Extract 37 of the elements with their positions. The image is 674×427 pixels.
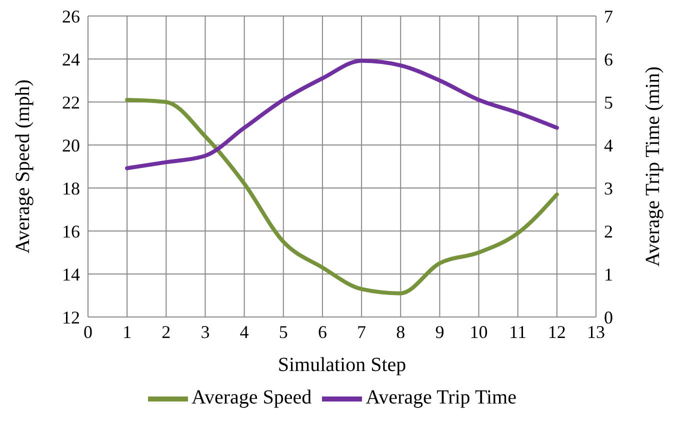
x-tick-label: 5 (278, 322, 288, 342)
y-tick-label: 16 (62, 221, 80, 242)
x-tick-label: 8 (396, 322, 406, 342)
y2-axis-title: Average Trip Time (min) (642, 66, 664, 267)
legend-label: Average Trip Time (366, 386, 516, 409)
y-axis-title: Average Speed (mph) (12, 79, 34, 254)
x-tick-label: 0 (84, 322, 92, 342)
x-tick-label: 2 (162, 322, 171, 342)
y2-tick-label: 6 (604, 49, 613, 70)
y2-tick-label: 0 (604, 307, 613, 328)
x-tick-label: 3 (200, 322, 210, 342)
y2-tick-label: 7 (604, 6, 613, 26)
x-tick-label: 9 (435, 322, 444, 342)
x-tick-label: 6 (318, 322, 327, 342)
y2-tick-label: 4 (604, 135, 613, 156)
y-tick-label: 18 (62, 178, 80, 198)
x-tick-label: 1 (122, 322, 132, 342)
x-tick-label: 12 (548, 322, 566, 342)
legend-label: Average Speed (192, 386, 312, 409)
y-tick-label: 26 (62, 6, 80, 26)
line-series (125, 58, 559, 170)
x-tick-label: 13 (587, 322, 605, 342)
y-tick-label: 24 (62, 49, 80, 70)
x-tick-label: 10 (470, 322, 488, 342)
x-axis-title: Simulation Step (278, 354, 406, 376)
y-tick-label: 14 (62, 264, 80, 284)
y2-tick-label: 3 (604, 178, 613, 198)
x-tick-label: 4 (240, 322, 249, 342)
line-series (125, 98, 559, 296)
x-tick-label: 11 (509, 322, 527, 342)
y2-tick-label: 5 (604, 92, 613, 112)
y-tick-label: 12 (62, 307, 80, 328)
y2-tick-label: 1 (604, 264, 613, 284)
y-tick-label: 22 (62, 92, 80, 112)
y-tick-label: 20 (62, 135, 80, 156)
x-tick-label: 7 (357, 322, 366, 342)
y2-tick-label: 2 (604, 221, 613, 242)
